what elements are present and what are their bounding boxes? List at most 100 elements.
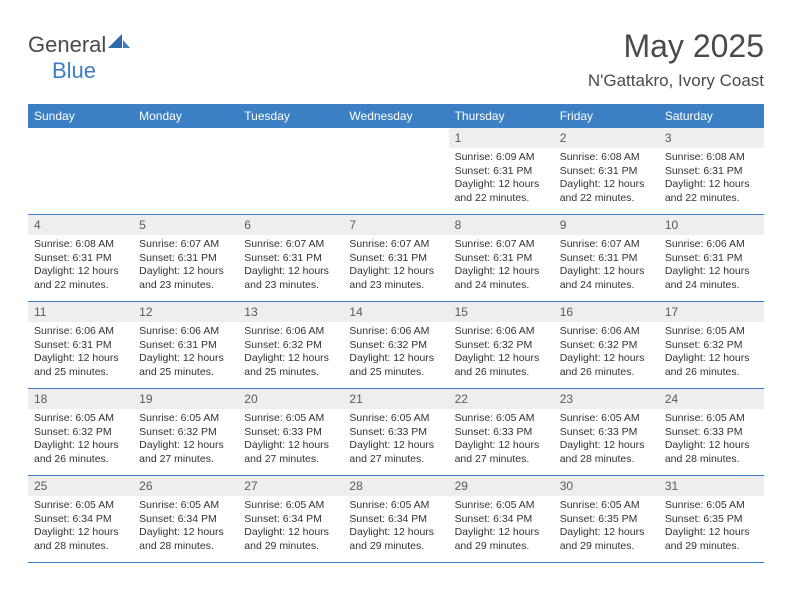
calendar-cell: [133, 128, 238, 214]
daylight-text: Daylight: 12 hours and 27 minutes.: [455, 439, 548, 466]
calendar-week: 1Sunrise: 6:09 AMSunset: 6:31 PMDaylight…: [28, 128, 764, 215]
daylight-text: Daylight: 12 hours and 24 minutes.: [560, 265, 653, 292]
calendar-cell: 20Sunrise: 6:05 AMSunset: 6:33 PMDayligh…: [238, 389, 343, 475]
calendar-cell: 12Sunrise: 6:06 AMSunset: 6:31 PMDayligh…: [133, 302, 238, 388]
sunset-text: Sunset: 6:34 PM: [455, 513, 548, 527]
daylight-text: Daylight: 12 hours and 25 minutes.: [34, 352, 127, 379]
calendar-cell: 16 Sunrise: 6:06 AMSunset: 6:32 PMDayligh…: [554, 302, 659, 388]
day-number: 11: [28, 302, 133, 322]
sunrise-text: Sunrise: 6:05 AM: [665, 499, 758, 513]
sunset-text: Sunset: 6:32 PM: [560, 339, 653, 353]
calendar-cell: 30Sunrise: 6:05 AMSunset: 6:35 PMDayligh…: [554, 476, 659, 562]
day-info: Sunrise: 6:05 AMSunset: 6:32 PMDaylight:…: [28, 409, 133, 471]
sunset-text: Sunset: 6:34 PM: [244, 513, 337, 527]
day-info: Sunrise: 6:06 AMSunset: 6:32 PMDaylight:…: [449, 322, 554, 384]
sunset-text: Sunset: 6:31 PM: [139, 252, 232, 266]
day-number: 19: [133, 389, 238, 409]
daylight-text: Daylight: 12 hours and 22 minutes.: [34, 265, 127, 292]
day-number: 6: [238, 215, 343, 235]
daylight-text: Daylight: 12 hours and 29 minutes.: [560, 526, 653, 553]
daylight-text: Daylight: 12 hours and 24 minutes.: [665, 265, 758, 292]
daylight-text: Daylight: 12 hours and 25 minutes.: [139, 352, 232, 379]
day-header: Thursday: [449, 104, 554, 128]
day-info: Sunrise: 6:05 AMSunset: 6:32 PMDaylight:…: [133, 409, 238, 471]
day-info: Sunrise: 6:07 AMSunset: 6:31 PMDaylight:…: [449, 235, 554, 297]
daylight-text: Daylight: 12 hours and 24 minutes.: [455, 265, 548, 292]
sunset-text: Sunset: 6:31 PM: [665, 165, 758, 179]
day-info: Sunrise: 6:05 AMSunset: 6:33 PMDaylight:…: [238, 409, 343, 471]
day-info: Sunrise: 6:05 AMSunset: 6:34 PMDaylight:…: [133, 496, 238, 558]
sunrise-text: Sunrise: 6:06 AM: [665, 238, 758, 252]
sunset-text: Sunset: 6:33 PM: [560, 426, 653, 440]
sunrise-text: Sunrise: 6:07 AM: [244, 238, 337, 252]
calendar-cell: 23Sunrise: 6:05 AMSunset: 6:33 PMDayligh…: [554, 389, 659, 475]
sunset-text: Sunset: 6:34 PM: [34, 513, 127, 527]
day-number: 12: [133, 302, 238, 322]
sunset-text: Sunset: 6:35 PM: [665, 513, 758, 527]
calendar-cell: [238, 128, 343, 214]
sunrise-text: Sunrise: 6:08 AM: [560, 151, 653, 165]
day-info: Sunrise: 6:07 AMSunset: 6:31 PMDaylight:…: [238, 235, 343, 297]
day-info: Sunrise: 6:06 AMSunset: 6:31 PMDaylight:…: [28, 322, 133, 384]
daylight-text: Daylight: 12 hours and 26 minutes.: [34, 439, 127, 466]
day-info: Sunrise: 6:06 AMSunset: 6:32 PMDaylight:…: [343, 322, 448, 384]
day-number: 26: [133, 476, 238, 496]
day-number: 29: [449, 476, 554, 496]
calendar-cell: 21Sunrise: 6:05 AMSunset: 6:33 PMDayligh…: [343, 389, 448, 475]
day-info: Sunrise: 6:08 AMSunset: 6:31 PMDaylight:…: [659, 148, 764, 210]
sunset-text: Sunset: 6:31 PM: [455, 252, 548, 266]
sunset-text: Sunset: 6:33 PM: [455, 426, 548, 440]
sunrise-text: Sunrise: 6:08 AM: [34, 238, 127, 252]
sunrise-text: Sunrise: 6:05 AM: [139, 499, 232, 513]
day-info: Sunrise: 6:07 AMSunset: 6:31 PMDaylight:…: [554, 235, 659, 297]
day-info: Sunrise: 6:05 AMSunset: 6:33 PMDaylight:…: [659, 409, 764, 471]
day-number: 16: [554, 302, 659, 322]
logo-text-general: General: [28, 32, 106, 57]
sunrise-text: Sunrise: 6:05 AM: [560, 412, 653, 426]
calendar-cell: 19Sunrise: 6:05 AMSunset: 6:32 PMDayligh…: [133, 389, 238, 475]
logo-text-blue: Blue: [52, 58, 96, 84]
calendar-cell: 17Sunrise: 6:05 AMSunset: 6:32 PMDayligh…: [659, 302, 764, 388]
sunset-text: Sunset: 6:33 PM: [665, 426, 758, 440]
page-header: May 2025 N'Gattakro, Ivory Coast: [588, 28, 764, 91]
logo-sail-icon: [108, 32, 130, 58]
sunrise-text: Sunrise: 6:06 AM: [455, 325, 548, 339]
daylight-text: Daylight: 12 hours and 22 minutes.: [455, 178, 548, 205]
calendar-cell: 15Sunrise: 6:06 AMSunset: 6:32 PMDayligh…: [449, 302, 554, 388]
sunset-text: Sunset: 6:32 PM: [665, 339, 758, 353]
daylight-text: Daylight: 12 hours and 29 minutes.: [455, 526, 548, 553]
daylight-text: Daylight: 12 hours and 25 minutes.: [244, 352, 337, 379]
daylight-text: Daylight: 12 hours and 28 minutes.: [139, 526, 232, 553]
daylight-text: Daylight: 12 hours and 26 minutes.: [560, 352, 653, 379]
daylight-text: Daylight: 12 hours and 23 minutes.: [244, 265, 337, 292]
sunrise-text: Sunrise: 6:07 AM: [139, 238, 232, 252]
day-header: Sunday: [28, 104, 133, 128]
calendar-cell: 5Sunrise: 6:07 AMSunset: 6:31 PMDaylight…: [133, 215, 238, 301]
daylight-text: Daylight: 12 hours and 26 minutes.: [455, 352, 548, 379]
day-info: Sunrise: 6:05 AMSunset: 6:34 PMDaylight:…: [238, 496, 343, 558]
sunset-text: Sunset: 6:32 PM: [34, 426, 127, 440]
sunrise-text: Sunrise: 6:06 AM: [560, 325, 653, 339]
logo: General Blue: [28, 32, 130, 84]
calendar-cell: 10Sunrise: 6:06 AMSunset: 6:31 PMDayligh…: [659, 215, 764, 301]
sunrise-text: Sunrise: 6:05 AM: [455, 412, 548, 426]
day-number: 1: [449, 128, 554, 148]
sunset-text: Sunset: 6:31 PM: [34, 252, 127, 266]
day-info: Sunrise: 6:06 AMSunset: 6:31 PMDaylight:…: [133, 322, 238, 384]
calendar-week: 11Sunrise: 6:06 AMSunset: 6:31 PMDayligh…: [28, 302, 764, 389]
page-title: May 2025: [588, 28, 764, 65]
sunset-text: Sunset: 6:31 PM: [665, 252, 758, 266]
sunset-text: Sunset: 6:32 PM: [349, 339, 442, 353]
day-info: Sunrise: 6:05 AMSunset: 6:35 PMDaylight:…: [659, 496, 764, 558]
day-number: 8: [449, 215, 554, 235]
calendar-cell: 28Sunrise: 6:05 AMSunset: 6:34 PMDayligh…: [343, 476, 448, 562]
calendar-cell: 31Sunrise: 6:05 AMSunset: 6:35 PMDayligh…: [659, 476, 764, 562]
daylight-text: Daylight: 12 hours and 29 minutes.: [665, 526, 758, 553]
day-info: Sunrise: 6:09 AMSunset: 6:31 PMDaylight:…: [449, 148, 554, 210]
sunset-text: Sunset: 6:31 PM: [349, 252, 442, 266]
calendar-header-row: SundayMondayTuesdayWednesdayThursdayFrid…: [28, 104, 764, 128]
day-info: Sunrise: 6:07 AMSunset: 6:31 PMDaylight:…: [133, 235, 238, 297]
calendar-cell: 14Sunrise: 6:06 AMSunset: 6:32 PMDayligh…: [343, 302, 448, 388]
calendar-cell: [343, 128, 448, 214]
sunset-text: Sunset: 6:31 PM: [139, 339, 232, 353]
